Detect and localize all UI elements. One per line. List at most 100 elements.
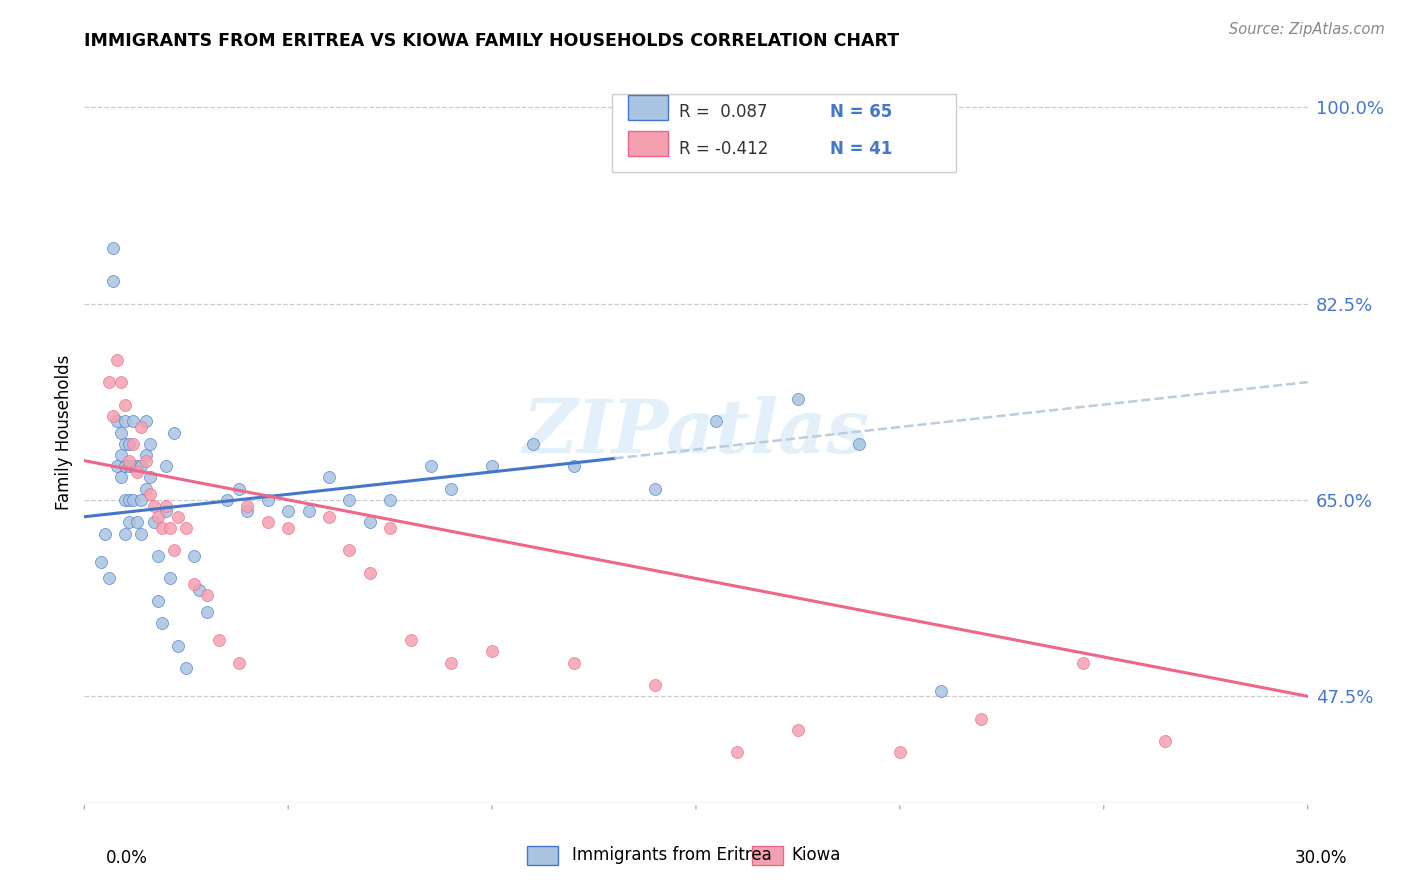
Point	[562, 656, 585, 670]
Point	[101, 240, 124, 255]
Point	[929, 683, 952, 698]
Point	[277, 504, 299, 518]
Point	[208, 633, 231, 648]
Text: N = 41: N = 41	[830, 140, 891, 158]
Point	[159, 571, 181, 585]
Point	[257, 516, 280, 530]
Point	[93, 526, 115, 541]
Point	[522, 437, 544, 451]
Point	[114, 492, 136, 507]
Text: R = -0.412: R = -0.412	[679, 140, 769, 158]
Point	[155, 504, 177, 518]
Point	[217, 492, 239, 507]
Point	[970, 712, 993, 726]
Point	[122, 437, 145, 451]
Point	[114, 398, 136, 412]
Point	[135, 448, 157, 462]
Point	[420, 459, 443, 474]
Point	[889, 745, 911, 759]
Text: Immigrants from Eritrea: Immigrants from Eritrea	[572, 846, 772, 863]
Point	[257, 492, 280, 507]
Point	[110, 470, 132, 484]
Point	[131, 526, 153, 541]
Point	[481, 644, 503, 658]
Point	[725, 745, 748, 759]
Point	[562, 459, 585, 474]
Point	[1154, 734, 1177, 748]
Point	[167, 639, 190, 653]
Point	[105, 414, 128, 428]
Point	[118, 453, 141, 467]
Point	[118, 492, 141, 507]
Point	[127, 459, 149, 474]
Point	[228, 656, 250, 670]
Point	[481, 459, 503, 474]
Point	[97, 375, 120, 389]
Point	[339, 492, 361, 507]
Point	[359, 516, 381, 530]
Point	[146, 509, 169, 524]
Point	[114, 437, 136, 451]
Point	[110, 425, 132, 440]
Point	[195, 605, 218, 619]
Point	[131, 459, 153, 474]
Text: 0.0%: 0.0%	[105, 849, 148, 867]
Point	[127, 516, 149, 530]
Point	[440, 656, 463, 670]
Point	[380, 521, 402, 535]
Point	[163, 543, 186, 558]
Point	[318, 509, 340, 524]
Text: Source: ZipAtlas.com: Source: ZipAtlas.com	[1229, 22, 1385, 37]
Point	[131, 492, 153, 507]
Point	[131, 420, 153, 434]
Point	[298, 504, 321, 518]
Point	[138, 487, 160, 501]
Point	[90, 555, 112, 569]
Point	[787, 392, 810, 406]
Point	[135, 414, 157, 428]
Point	[187, 582, 209, 597]
Point	[174, 521, 197, 535]
Point	[101, 409, 124, 423]
Point	[122, 414, 145, 428]
Point	[277, 521, 299, 535]
Point	[135, 453, 157, 467]
Point	[399, 633, 422, 648]
Point	[122, 459, 145, 474]
Point	[105, 352, 128, 367]
Text: 30.0%: 30.0%	[1295, 849, 1347, 867]
Point	[228, 482, 250, 496]
Point	[114, 526, 136, 541]
Point	[155, 499, 177, 513]
Point	[118, 437, 141, 451]
Point	[236, 504, 259, 518]
Point	[127, 465, 149, 479]
Text: IMMIGRANTS FROM ERITREA VS KIOWA FAMILY HOUSEHOLDS CORRELATION CHART: IMMIGRANTS FROM ERITREA VS KIOWA FAMILY …	[84, 32, 900, 50]
Point	[118, 459, 141, 474]
Point	[142, 499, 165, 513]
Text: ZIPatlas: ZIPatlas	[523, 396, 869, 469]
Text: Kiowa: Kiowa	[792, 846, 841, 863]
Point	[1073, 656, 1095, 670]
Point	[183, 549, 205, 563]
Point	[110, 448, 132, 462]
Point	[167, 509, 190, 524]
Point	[122, 492, 145, 507]
Point	[359, 566, 381, 580]
Point	[150, 521, 173, 535]
Point	[787, 723, 810, 737]
Point	[644, 678, 666, 692]
Point	[138, 437, 160, 451]
Point	[339, 543, 361, 558]
Point	[236, 499, 259, 513]
Point	[146, 594, 169, 608]
Point	[174, 661, 197, 675]
Point	[114, 414, 136, 428]
Point	[138, 470, 160, 484]
Text: N = 65: N = 65	[830, 103, 891, 120]
Point	[146, 549, 169, 563]
Point	[848, 437, 870, 451]
Point	[142, 516, 165, 530]
Point	[440, 482, 463, 496]
Point	[318, 470, 340, 484]
